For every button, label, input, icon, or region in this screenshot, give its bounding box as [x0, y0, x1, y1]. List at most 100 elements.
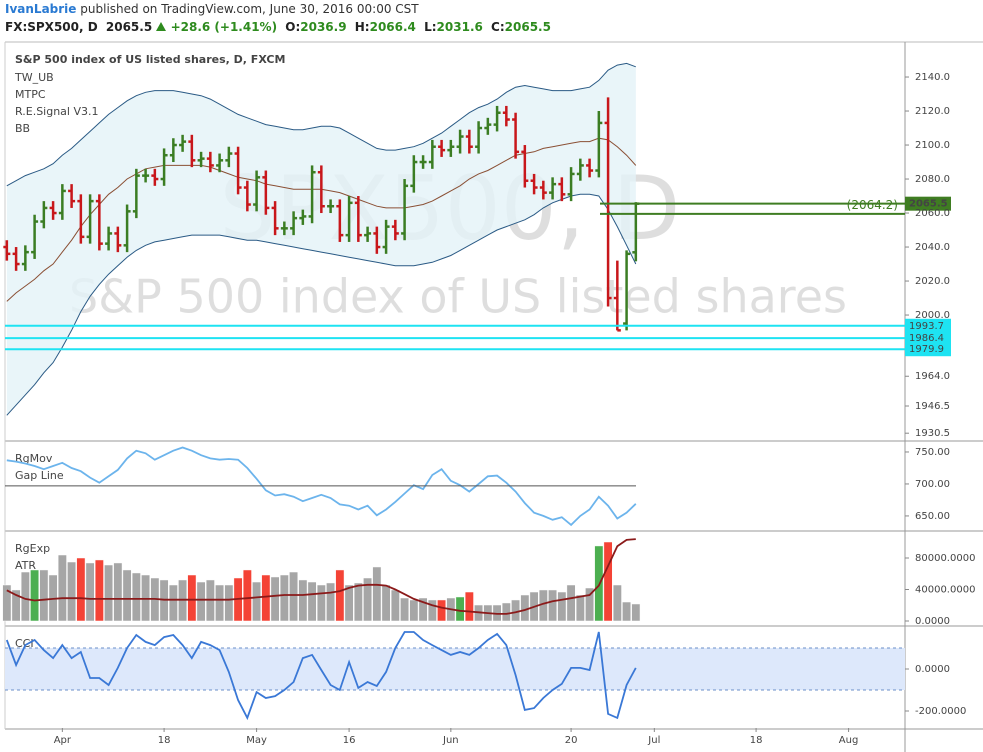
- histogram-bar: [501, 602, 511, 622]
- histogram-bar: [196, 581, 206, 622]
- histogram-bar: [187, 574, 197, 622]
- last-price-tag: [905, 196, 951, 211]
- x-tick-label: Apr: [54, 735, 72, 746]
- histogram-bar: [11, 589, 21, 622]
- publish-line: IvanLabrie published on TradingView.com,…: [5, 2, 419, 16]
- x-tick-label: May: [246, 735, 267, 746]
- histogram-bar: [289, 571, 299, 622]
- series-name: Gap Line: [15, 469, 64, 482]
- watermark: S&P 500 index of US listed shares: [69, 270, 847, 324]
- y-tick-label: 2000.0: [915, 310, 950, 321]
- histogram-bar: [326, 582, 336, 622]
- histogram-bar: [57, 554, 67, 622]
- open-value: 2036.9: [300, 20, 347, 34]
- chart-title: S&P 500 index of US listed shares, D, FX…: [15, 53, 285, 66]
- x-tick-label: 18: [750, 735, 763, 746]
- annotation: (2064.2): [847, 198, 898, 212]
- y-tick-label: 0.0000: [915, 616, 950, 627]
- change: +28.6 (+1.41%): [170, 20, 278, 34]
- author[interactable]: IvanLabrie: [5, 2, 77, 16]
- histogram-bar: [94, 559, 104, 622]
- x-tick-label: 20: [565, 735, 578, 746]
- high-value: 2066.4: [369, 20, 416, 34]
- histogram-bar: [168, 584, 178, 622]
- histogram-bar: [224, 584, 234, 622]
- histogram-bar: [85, 562, 95, 622]
- histogram-bar: [631, 603, 641, 622]
- x-tick-label: Jul: [647, 735, 660, 746]
- histogram-bar: [252, 581, 262, 622]
- level-label: 1986.4: [909, 333, 944, 344]
- histogram-bar: [353, 582, 363, 622]
- y-tick-label: 750.00: [915, 447, 950, 458]
- histogram-bar: [363, 577, 373, 622]
- histogram-bar: [464, 591, 474, 622]
- close-label: C:: [491, 20, 505, 34]
- low-value: 2031.6: [436, 20, 483, 34]
- x-tick-label: 18: [158, 735, 171, 746]
- published: published on TradingView.com, June 30, 2…: [80, 2, 419, 16]
- quote-line: FX:SPX500, D 2065.5 +28.6 (+1.41%) O:203…: [5, 20, 551, 34]
- histogram-bar: [279, 574, 289, 622]
- indicator-name: R.E.Signal V3.1: [15, 105, 99, 118]
- histogram-bar: [400, 597, 410, 622]
- histogram-bar: [418, 597, 428, 622]
- x-tick-label: 16: [343, 735, 356, 746]
- histogram-bar: [557, 591, 567, 622]
- histogram-bar: [335, 569, 345, 622]
- indicator-name: BB: [15, 122, 30, 135]
- y-tick-label: 2040.0: [915, 242, 950, 253]
- histogram-bar: [131, 572, 141, 622]
- histogram-bar: [242, 569, 252, 622]
- histogram-bar: [298, 579, 308, 622]
- histogram-bar: [409, 599, 419, 622]
- y-tick-label: 2140.0: [915, 72, 950, 83]
- level-tag: [905, 318, 951, 333]
- high-label: H:: [354, 20, 370, 34]
- y-tick-label: 1964.0: [915, 371, 950, 382]
- histogram-bar: [122, 569, 132, 622]
- indicator-name: MTPC: [15, 88, 46, 101]
- histogram-bar: [113, 562, 123, 622]
- y-tick-label: 0.0000: [915, 664, 950, 675]
- histogram-bar: [270, 576, 280, 622]
- y-tick-label: 2060.0: [915, 208, 950, 219]
- histogram-bar: [427, 599, 437, 622]
- price: 2065.5: [105, 20, 153, 34]
- histogram-bar: [437, 599, 447, 622]
- last-price-label: 2065.5: [909, 199, 948, 210]
- histogram-bar: [548, 589, 558, 622]
- y-tick-label: 2080.0: [915, 174, 950, 185]
- histogram-bar: [39, 569, 49, 622]
- cci-band: [5, 647, 905, 690]
- series-line: [6, 446, 637, 527]
- band-upper: [6, 62, 636, 187]
- histogram-bar: [575, 594, 585, 622]
- histogram-bar: [566, 584, 576, 622]
- series-line: [5, 631, 637, 721]
- histogram-bar: [520, 594, 530, 622]
- histogram-bar: [67, 561, 77, 622]
- y-tick-label: 2020.0: [915, 276, 950, 287]
- y-tick-label: 650.00: [915, 511, 950, 522]
- y-tick-label: 40000.0000: [915, 584, 975, 595]
- y-tick-label: 2120.0: [915, 106, 950, 117]
- level-label: 1979.9: [909, 344, 944, 355]
- histogram-bar: [612, 584, 622, 622]
- histogram-bar: [316, 584, 326, 622]
- histogram-bar: [30, 569, 40, 622]
- indicator-name: TW_UB: [14, 71, 54, 84]
- histogram-bar: [511, 599, 521, 622]
- level-label: 1993.7: [909, 321, 944, 332]
- level-tag: [905, 342, 951, 357]
- y-tick-label: 1930.5: [915, 428, 950, 439]
- x-tick-label: Aug: [839, 735, 859, 746]
- open-label: O:: [285, 20, 301, 34]
- close-value: 2065.5: [504, 20, 551, 34]
- histogram-bar: [261, 574, 271, 622]
- y-tick-label: 1946.5: [915, 401, 950, 412]
- histogram-bar: [381, 584, 391, 622]
- y-tick-label: 2100.0: [915, 140, 950, 151]
- band-lower: [6, 193, 637, 416]
